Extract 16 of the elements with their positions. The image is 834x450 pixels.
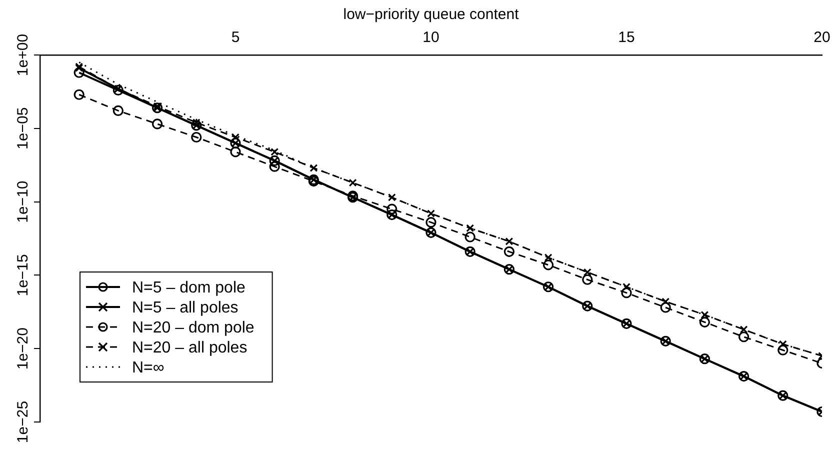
y-tick-label: 1e−25 (14, 400, 32, 444)
legend-label: N=∞ (132, 359, 164, 376)
legend-label: N=20 – dom pole (132, 319, 254, 336)
x-tick-label: 15 (618, 29, 635, 46)
legend-label: N=5 – all poles (132, 299, 238, 316)
legend-label: N=20 – all poles (132, 339, 248, 356)
x-axis-title: low−priority queue content (343, 6, 520, 24)
x-tick-label: 20 (814, 29, 830, 46)
y-tick-label: 1e−20 (14, 328, 32, 370)
y-tick-label: 1e−15 (14, 254, 32, 296)
y-tick-label: 1e+00 (14, 34, 32, 76)
y-tick-label: 1e−10 (14, 180, 32, 223)
y-tick-label: 1e−05 (14, 107, 32, 150)
legend-label: N=5 – dom pole (132, 279, 246, 296)
x-tick-label: 10 (422, 29, 440, 46)
x-tick-label: 5 (231, 29, 240, 46)
